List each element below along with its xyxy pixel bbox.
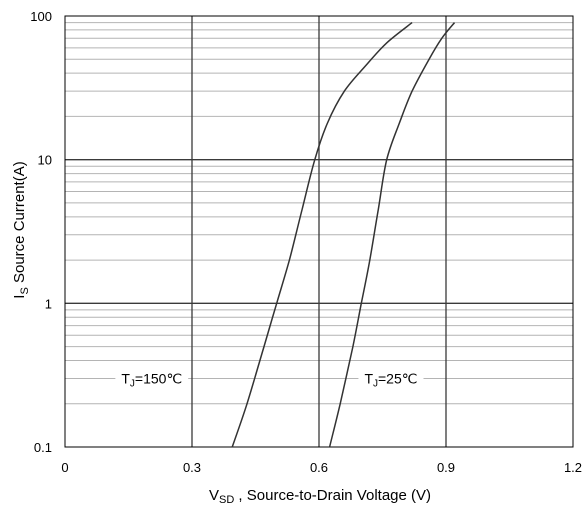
x-tick-label: 0.6 (310, 460, 328, 475)
x-tick-label: 0 (61, 460, 68, 475)
annotation-layer: TJ=150℃ TJ=25℃ (115, 366, 424, 394)
series-line (231, 22, 413, 448)
y-axis-label: IS Source Current(A) (11, 161, 31, 298)
y-tick-label: 0.1 (34, 440, 52, 455)
x-axis-label: VSD , Source-to-Drain Voltage (V) (209, 487, 431, 506)
x-tick-label: 0.3 (183, 460, 201, 475)
series-annotation: TJ=150℃ (115, 366, 189, 394)
series-label: TJ=150℃ (121, 370, 182, 389)
y-tick-labels: 0.1 1 10 100 (30, 9, 52, 455)
x-tick-labels: 0 0.3 0.6 0.9 1.2 (61, 460, 582, 475)
annotation-background (358, 366, 424, 394)
y-tick-label: 10 (38, 153, 52, 168)
plot-frame (64, 15, 574, 448)
y-tick-label: 1 (45, 296, 52, 311)
y-tick-label: 100 (30, 9, 52, 24)
series-annotation: TJ=25℃ (358, 366, 424, 394)
x-tick-label: 1.2 (564, 460, 582, 475)
annotation-background (115, 366, 189, 394)
x-tick-label: 0.9 (437, 460, 455, 475)
series-line (328, 22, 456, 448)
series-layer (231, 22, 456, 448)
series-label: TJ=25℃ (364, 370, 417, 389)
major-grid (65, 16, 573, 447)
